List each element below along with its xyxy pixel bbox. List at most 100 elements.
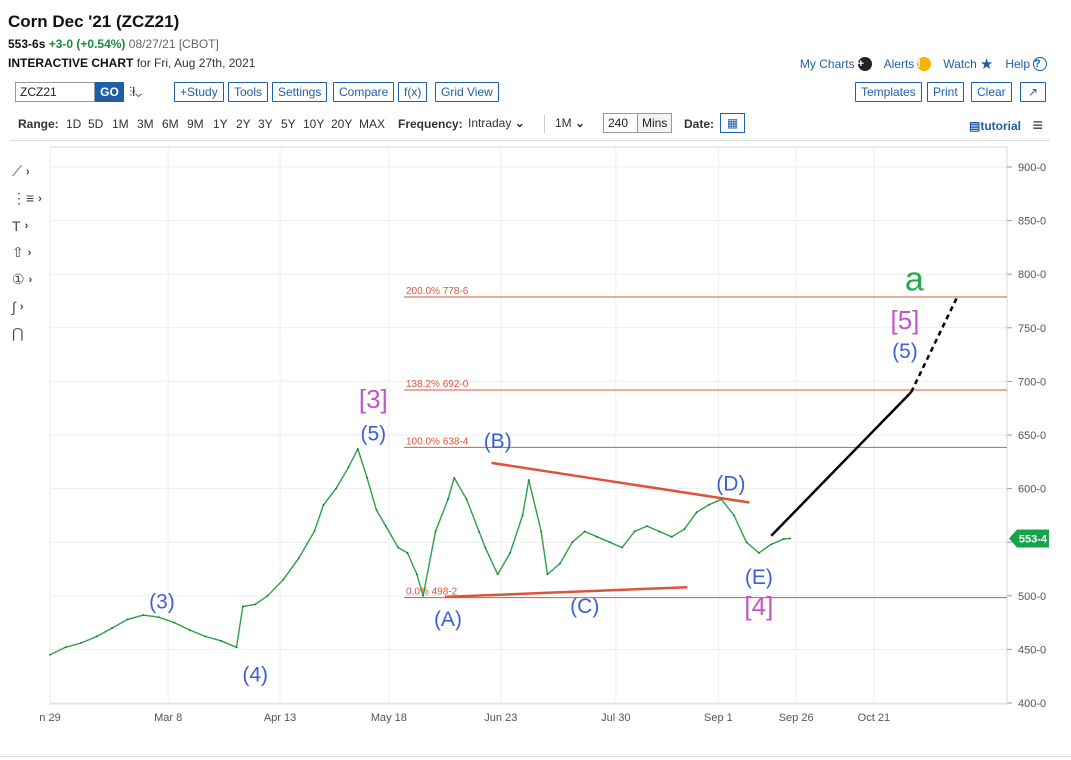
range-6m[interactable]: 6M	[162, 117, 179, 131]
chart-toolbar: ZCZ21 GO ⫶ł⌄ +Study Tools Settings Compa…	[0, 82, 1071, 106]
clear-button[interactable]: Clear	[971, 82, 1012, 102]
wave-label: (4)	[242, 664, 268, 687]
range-label: Range:	[18, 117, 59, 131]
price-point	[347, 466, 350, 469]
range-2y[interactable]: 2Y	[236, 117, 251, 131]
magnet-tool[interactable]: ⋂	[12, 320, 44, 347]
print-button[interactable]: Print	[927, 82, 964, 102]
frequency-select[interactable]: Intraday ⌄	[468, 116, 525, 130]
price-point	[683, 528, 686, 531]
shape-tool[interactable]: ⇧ ›	[12, 239, 44, 266]
chevron-down-icon: ⌄	[135, 84, 143, 99]
line-draw-tool[interactable]: ⟋ ›	[12, 158, 44, 185]
price-point	[241, 605, 244, 608]
wave-label: a	[905, 260, 924, 298]
symbol-input[interactable]: ZCZ21	[15, 82, 95, 102]
frequency-label: Frequency:	[398, 117, 463, 131]
y-tick-label: 400-0	[1018, 698, 1046, 710]
help-label: Help	[1005, 57, 1030, 71]
y-tick-label: 500-0	[1018, 591, 1046, 603]
range-1y[interactable]: 1Y	[213, 117, 228, 131]
chevron-down-icon: ⌄	[514, 116, 525, 130]
range-1d[interactable]: 1D	[66, 117, 82, 131]
watch-link[interactable]: Watch ★	[943, 55, 993, 73]
counter-label-icon: ①	[12, 271, 25, 287]
alerts-link[interactable]: Alerts!	[884, 57, 932, 71]
range-5d[interactable]: 5D	[88, 117, 104, 131]
range-20y[interactable]: 20Y	[331, 117, 353, 131]
range-10y[interactable]: 10Y	[303, 117, 325, 131]
price-point	[356, 448, 359, 450]
range-3y[interactable]: 3Y	[258, 117, 273, 131]
study-button[interactable]: +Study	[174, 82, 224, 102]
expand-button[interactable]: ↗	[1020, 82, 1046, 102]
top-links: My Charts + Alerts! Watch ★ Help?	[800, 55, 1047, 73]
price-point	[415, 573, 418, 576]
text-tool[interactable]: T ›	[12, 212, 44, 239]
interval-select[interactable]: 1M ⌄	[555, 116, 585, 130]
fib-tool[interactable]: ⋮≡ ›	[12, 185, 44, 212]
price-point	[384, 525, 387, 528]
price-point	[596, 535, 599, 538]
watch-label: Watch	[943, 57, 977, 71]
templates-button[interactable]: Templates	[855, 82, 922, 102]
price-point	[447, 498, 449, 501]
price-point	[95, 635, 98, 638]
compare-button[interactable]: Compare	[333, 82, 395, 102]
counter-tool[interactable]: ① ›	[12, 266, 44, 293]
expand-icon: ↗	[1027, 85, 1039, 99]
price-point	[142, 614, 145, 616]
fib-level-label: 0.0% 498-2	[406, 587, 458, 598]
price-point	[621, 546, 623, 549]
plus-circle-icon: +	[857, 57, 872, 71]
price-point	[670, 535, 673, 538]
price-point	[646, 525, 648, 528]
fib-level-label: 138.2% 692-0	[406, 379, 469, 390]
price-point	[64, 646, 67, 649]
x-tick-label: Jul 30	[601, 712, 630, 724]
triangle-trendline	[444, 585, 688, 599]
grid-view-button[interactable]: Grid View	[435, 82, 499, 102]
hamburger-menu-icon[interactable]: ≡	[1032, 115, 1043, 135]
x-tick-label: n 29	[39, 712, 60, 724]
range-5y[interactable]: 5Y	[281, 117, 296, 131]
price-point	[695, 511, 698, 514]
wave-label: (E)	[745, 566, 773, 589]
last-price: 553-6s	[8, 37, 46, 51]
curve-tool[interactable]: ∫ ›	[12, 293, 44, 320]
range-1m[interactable]: 1M	[112, 117, 129, 131]
range-3m[interactable]: 3M	[137, 117, 154, 131]
alert-icon: !	[917, 57, 932, 71]
tutorial-link[interactable]: ▤tutorial	[969, 119, 1021, 133]
tools-button[interactable]: Tools	[228, 82, 269, 102]
chart-type-dropdown[interactable]: ⫶ł⌄	[129, 84, 142, 100]
x-tick-label: Sep 1	[704, 712, 733, 724]
price-point	[558, 562, 561, 565]
frequency-value: Intraday	[468, 116, 512, 130]
settings-button[interactable]: Settings	[272, 82, 328, 102]
wave-label: (B)	[484, 430, 512, 453]
line-draw-icon: ⟋	[12, 163, 22, 179]
price-point	[478, 530, 480, 533]
price-point	[789, 537, 791, 540]
film-icon: ▤	[968, 119, 981, 133]
range-9m[interactable]: 9M	[187, 117, 204, 131]
go-button[interactable]: GO	[95, 82, 124, 102]
chevron-right-icon: ›	[38, 192, 42, 205]
price-point	[313, 530, 316, 533]
minutes-input[interactable]: 240	[603, 113, 638, 133]
price-point	[397, 546, 400, 549]
range-max[interactable]: MAX	[359, 117, 386, 131]
interval-value: 1M	[555, 116, 572, 130]
range-bar: Range: 1D 5D 1M 3M 6M 9M 1Y 2Y 3Y 5Y 10Y…	[0, 113, 1071, 135]
fib-level-label: 200.0% 778-6	[406, 286, 469, 297]
help-link[interactable]: Help?	[1005, 57, 1047, 71]
calendar-button[interactable]: ▦	[720, 113, 745, 133]
my-charts-link[interactable]: My Charts +	[800, 57, 872, 71]
my-charts-label: My Charts	[799, 57, 855, 71]
price-change: +3-0 (+0.54%)	[48, 37, 126, 51]
price-point	[322, 503, 325, 506]
fx-button[interactable]: f(x)	[398, 82, 428, 102]
price-point	[770, 543, 773, 546]
